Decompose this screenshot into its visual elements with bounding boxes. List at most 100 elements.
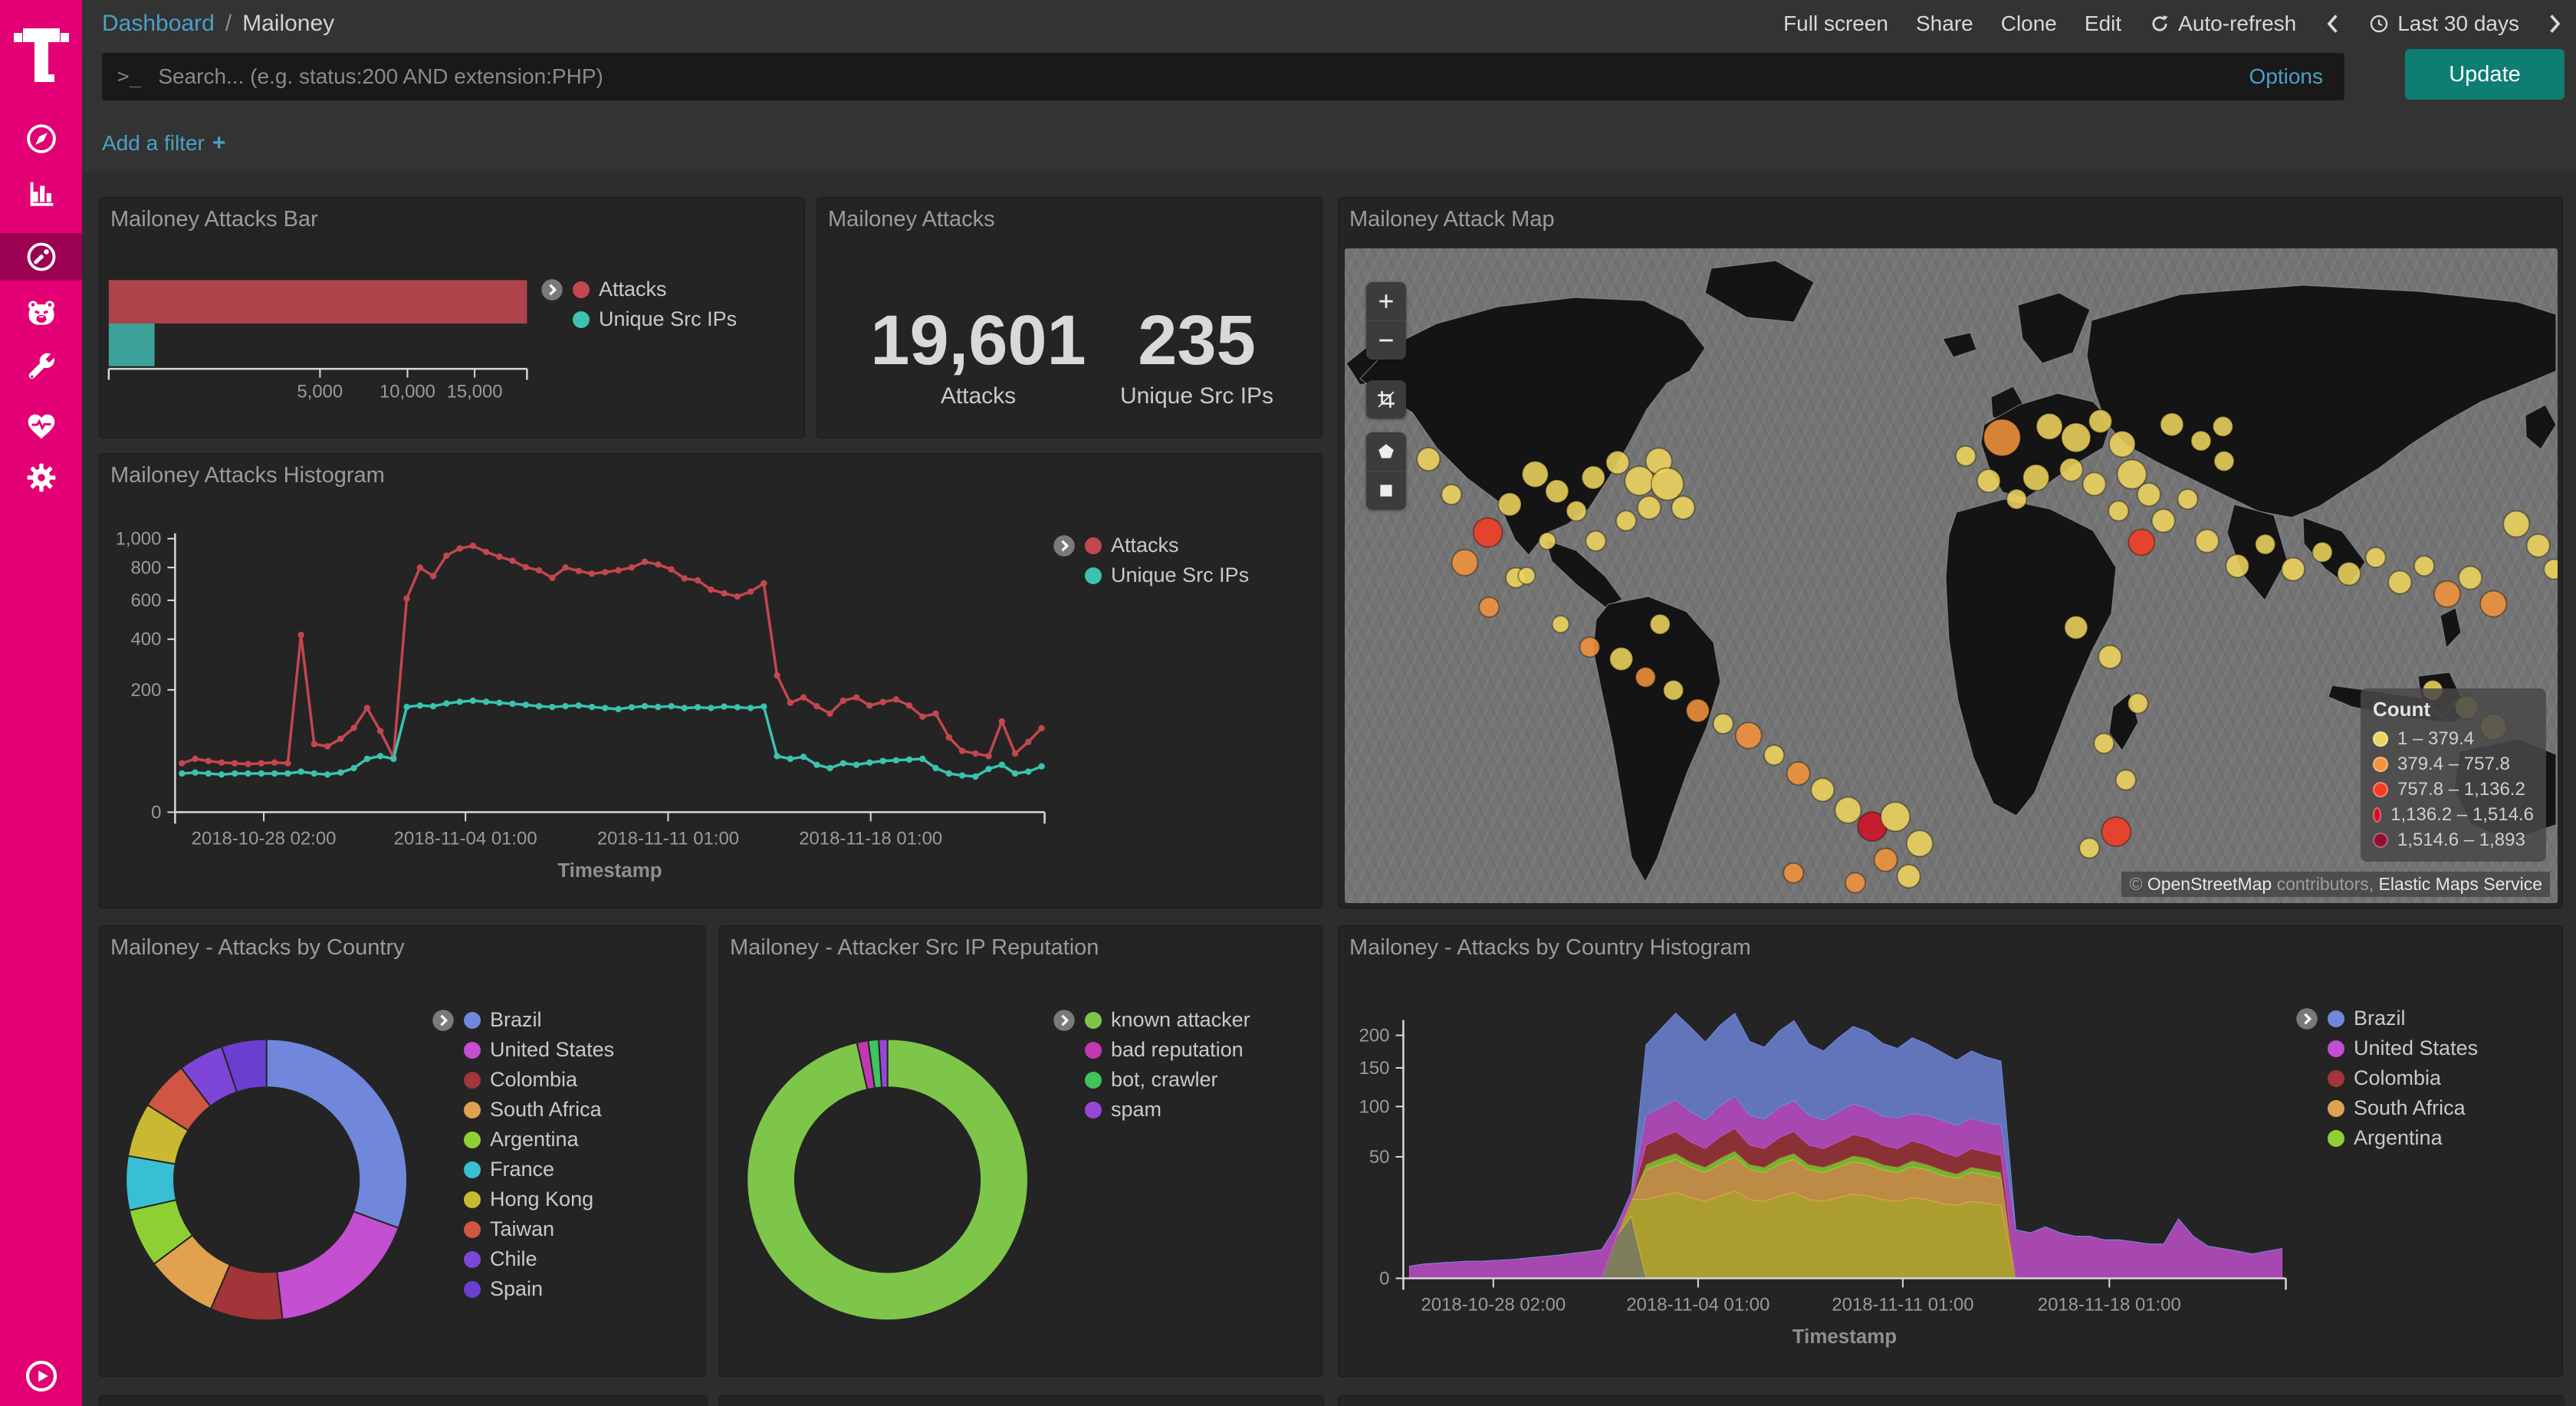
legend-item-label[interactable]: bot, crawler [1111, 1068, 1218, 1091]
map-dot[interactable] [2116, 458, 2147, 490]
legend-item[interactable]: Colombia [2328, 1063, 2478, 1093]
map-dot[interactable] [2058, 457, 2084, 482]
map-dot[interactable] [1478, 596, 1500, 618]
map-dot[interactable] [2063, 615, 2088, 640]
map-dot[interactable] [2093, 732, 2115, 754]
map-dot[interactable] [1650, 467, 1684, 501]
map-dot[interactable] [1685, 698, 1710, 723]
legend-item-label[interactable]: Taiwan [490, 1217, 555, 1240]
map-dot[interactable] [1810, 777, 1835, 803]
search-input[interactable] [156, 64, 2329, 90]
sidebar-item-monitoring[interactable] [0, 402, 82, 449]
map-dot[interactable] [2213, 450, 2235, 472]
legend-item-label[interactable]: Hong Kong [490, 1188, 594, 1211]
map-dot[interactable] [2177, 488, 2199, 511]
time-back-button[interactable] [2324, 11, 2341, 36]
legend-item-label[interactable]: France [490, 1158, 555, 1181]
map-dot[interactable] [2336, 561, 2361, 586]
map-dot[interactable] [2254, 534, 2276, 555]
legend-item[interactable]: Spain [464, 1274, 614, 1304]
map-dot[interactable] [2194, 528, 2220, 554]
map-dot[interactable] [2098, 644, 2123, 669]
map-dot[interactable] [1581, 465, 1606, 490]
legend-item-label[interactable]: Argentina [490, 1128, 579, 1151]
legend-toggle-chevron-icon[interactable] [1053, 1009, 1076, 1032]
map-dot[interactable] [2190, 430, 2212, 452]
map-dot[interactable] [1608, 646, 1634, 672]
map-dot[interactable] [2312, 541, 2334, 563]
openstreetmap-link[interactable]: OpenStreetMap [2147, 874, 2272, 894]
draw-rectangle-button[interactable] [1366, 471, 1406, 510]
legend-toggle-chevron-icon[interactable] [2295, 1007, 2318, 1030]
sidebar-item-discover[interactable] [0, 115, 82, 163]
map-dot[interactable] [1845, 872, 1866, 894]
bar-attacks[interactable] [108, 280, 527, 324]
map-dot[interactable] [1441, 484, 1463, 506]
map-dot[interactable] [1896, 864, 1921, 889]
donut-slice-france[interactable] [125, 1155, 178, 1212]
elastic-maps-link[interactable]: Elastic Maps Service [2378, 874, 2542, 894]
legend-item-label[interactable]: Chile [490, 1247, 537, 1270]
map-dot[interactable] [1497, 491, 1523, 517]
legend-item[interactable]: spam [1085, 1095, 1250, 1125]
map-dot[interactable] [2136, 482, 2161, 508]
legend-item[interactable]: United States [2328, 1033, 2478, 1063]
legend-item[interactable]: Hong Kong [464, 1184, 614, 1214]
donut-slice-known-attacker[interactable] [746, 1038, 1029, 1322]
legend-item[interactable]: France [464, 1155, 614, 1184]
donut-slice-united-states[interactable] [276, 1210, 400, 1321]
sidebar-item-management[interactable] [0, 454, 82, 501]
map-dot[interactable] [1763, 744, 1785, 766]
legend-item[interactable]: Attacks [573, 274, 737, 304]
legend-item[interactable]: Taiwan [464, 1214, 614, 1244]
legend-item-label[interactable]: Attacks [1111, 534, 1179, 557]
map-dot[interactable] [1834, 796, 1862, 824]
legend-item-label[interactable]: Colombia [490, 1068, 578, 1091]
legend-item-label[interactable]: United States [2354, 1036, 2479, 1059]
donut-slice-spam[interactable] [878, 1038, 889, 1089]
add-filter-link[interactable]: Add a filter + [102, 130, 225, 156]
map-dot[interactable] [1734, 721, 1763, 750]
map-dot[interactable] [2036, 412, 2064, 441]
map-dot[interactable] [2060, 422, 2091, 453]
map-dot[interactable] [1585, 530, 1607, 552]
map-dot[interactable] [2082, 471, 2107, 497]
map-dot[interactable] [2525, 533, 2551, 558]
legend-item[interactable]: Argentina [2328, 1123, 2478, 1153]
legend-toggle-chevron-icon[interactable] [540, 278, 564, 301]
legend-item-label[interactable]: South Africa [2354, 1096, 2466, 1119]
map-dot[interactable] [1521, 460, 1549, 488]
legend-item[interactable]: Unique Src IPs [1085, 560, 1249, 590]
donut-slice-spain[interactable] [220, 1038, 268, 1093]
legend-item-label[interactable]: Attacks [599, 278, 667, 301]
map-dot[interactable] [2108, 500, 2130, 522]
map-dot[interactable] [1649, 613, 1671, 636]
series-line-attacks[interactable] [181, 544, 1043, 766]
map-dot[interactable] [2150, 508, 2176, 534]
options-link[interactable]: Options [2249, 64, 2324, 88]
map-dot[interactable] [2128, 528, 2156, 557]
map-dot[interactable] [2127, 692, 2149, 714]
legend-item-label[interactable]: United States [490, 1038, 615, 1061]
sidebar-item-tpot[interactable] [0, 290, 82, 337]
map-dot[interactable] [1551, 615, 1570, 634]
legend-item[interactable]: Brazil [2328, 1004, 2478, 1033]
map-dot[interactable] [2364, 547, 2387, 569]
map-dot[interactable] [2022, 463, 2050, 491]
sidebar-item-dashboard[interactable] [0, 233, 82, 281]
map-dot[interactable] [1873, 847, 1898, 872]
sidebar-collapse-button[interactable] [0, 1352, 82, 1400]
map-dot[interactable] [1566, 500, 1588, 522]
area-series-brazil[interactable] [1409, 1012, 2282, 1267]
legend-item-label[interactable]: Argentina [2354, 1126, 2443, 1149]
legend-item[interactable]: South Africa [2328, 1093, 2478, 1123]
auto-refresh-button[interactable]: Auto-refresh [2149, 11, 2296, 36]
map-dot[interactable] [2212, 416, 2234, 438]
sidebar-item-devtools[interactable] [0, 343, 82, 391]
map-dot[interactable] [2479, 590, 2508, 618]
zoom-in-button[interactable] [1366, 282, 1406, 320]
map-dot[interactable] [2101, 816, 2132, 847]
legend-toggle-chevron-icon[interactable] [1053, 534, 1076, 557]
map-dot[interactable] [2078, 837, 2101, 859]
legend-item[interactable]: known attacker [1085, 1005, 1250, 1035]
